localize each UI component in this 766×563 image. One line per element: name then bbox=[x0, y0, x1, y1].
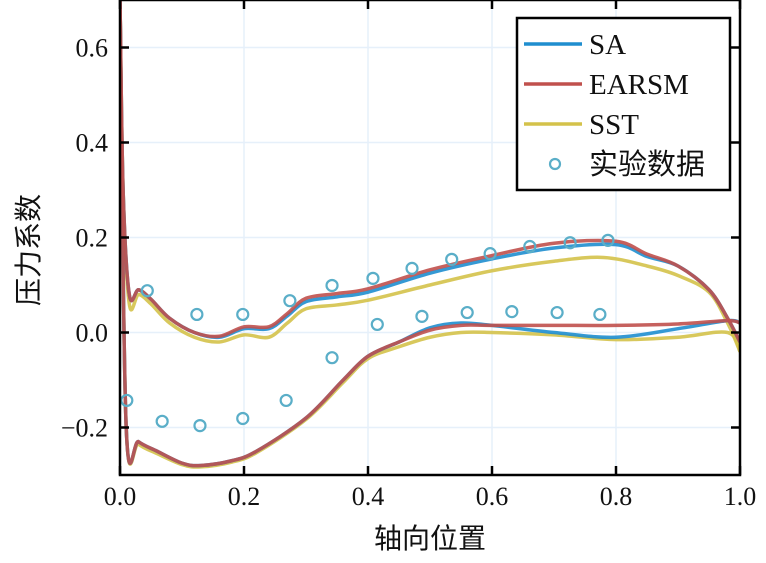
experimental-data-point bbox=[445, 252, 459, 266]
experimental-data-point bbox=[193, 419, 207, 433]
experimental-data-point bbox=[236, 307, 250, 322]
legend-label: 实验数据 bbox=[589, 148, 705, 181]
legend-label: EARSM bbox=[589, 69, 689, 101]
series-line-earsm bbox=[120, 0, 740, 343]
y-tick-label: −0.2 bbox=[61, 414, 108, 443]
legend-label: SST bbox=[589, 109, 639, 141]
experimental-data-point bbox=[593, 307, 607, 322]
series-line-earsm bbox=[120, 0, 740, 468]
y-axis-label: 压力系数 bbox=[13, 194, 45, 306]
y-tick-label: 0.6 bbox=[76, 34, 109, 63]
experimental-data-point bbox=[140, 284, 154, 298]
y-tick-label: 0.2 bbox=[76, 224, 109, 253]
experimental-data-point bbox=[563, 236, 577, 250]
experimental-data-point bbox=[505, 305, 519, 319]
axis-ticks: 0.0 0.2 0.4 0.6 0.8 1.0 −0.2 0.0 0.2 0.4 0.6 bbox=[61, 0, 756, 511]
experimental-data-point bbox=[155, 414, 169, 428]
legend-swatch-experimental bbox=[548, 157, 562, 171]
experimental-data-point bbox=[550, 305, 564, 320]
legend-label: SA bbox=[589, 29, 626, 61]
experimental-data-point bbox=[415, 309, 429, 323]
x-tick-label: 0.2 bbox=[228, 482, 261, 511]
experimental-data-point bbox=[405, 261, 419, 275]
experimental-data-point bbox=[236, 411, 250, 426]
experimental-data-point bbox=[120, 393, 134, 408]
experimental-data-point bbox=[279, 393, 293, 408]
x-axis-label: 轴向位置 bbox=[374, 523, 486, 555]
x-tick-label: 1.0 bbox=[724, 482, 757, 511]
experimental-data-point bbox=[190, 307, 204, 322]
series-line-sst bbox=[120, 0, 740, 353]
experimental-data-point bbox=[523, 239, 537, 254]
experimental-data-point bbox=[283, 294, 297, 308]
legend: SA EARSM SST 实验数据 bbox=[515, 16, 732, 192]
x-tick-label: 0.0 bbox=[104, 482, 137, 511]
x-tick-label: 0.4 bbox=[352, 482, 385, 511]
experimental-data-point bbox=[601, 233, 615, 247]
experimental-data-point bbox=[483, 247, 497, 261]
experimental-data-point bbox=[370, 317, 384, 332]
experimental-data-point bbox=[460, 305, 474, 320]
legend-box bbox=[515, 16, 732, 192]
experimental-data-point bbox=[325, 351, 339, 365]
experimental-data-point bbox=[325, 278, 339, 293]
series-layer bbox=[120, 0, 740, 469]
x-tick-label: 0.8 bbox=[600, 482, 633, 511]
y-tick-label: 0.4 bbox=[76, 129, 109, 158]
y-tick-label: 0.0 bbox=[76, 319, 109, 348]
experimental-data-point bbox=[366, 271, 380, 285]
x-tick-label: 0.6 bbox=[476, 482, 509, 511]
